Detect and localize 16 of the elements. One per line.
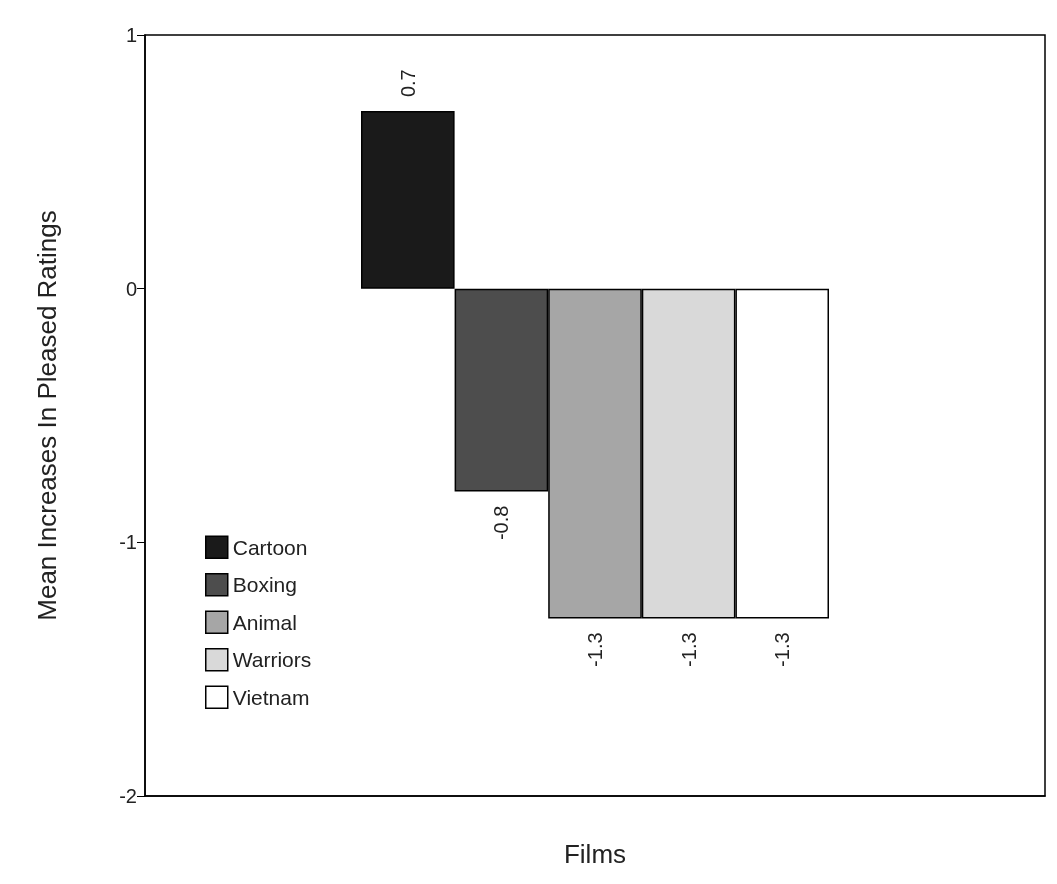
y-tick-label: -2	[119, 785, 137, 807]
data-label: -1.3	[677, 632, 700, 667]
legend-label: Animal	[232, 610, 297, 634]
y-tick-label: 1	[125, 24, 137, 46]
data-label: -1.3	[584, 632, 606, 667]
y-tick-label: -1	[119, 531, 137, 554]
legend-label: Cartoon	[232, 535, 308, 559]
data-label: 0.7	[396, 69, 419, 98]
y-tick-label: 0	[125, 277, 137, 300]
legend-label: Boxing	[232, 573, 297, 597]
data-label: -1.3	[771, 632, 794, 667]
y-axis-title: Mean Increases In Pleased Ratings	[32, 210, 62, 621]
x-axis-title: Films	[563, 839, 627, 869]
legend-label: Vietnam	[232, 685, 310, 709]
data-label: -0.8	[490, 505, 513, 541]
legend-label: Warriors	[232, 648, 312, 672]
